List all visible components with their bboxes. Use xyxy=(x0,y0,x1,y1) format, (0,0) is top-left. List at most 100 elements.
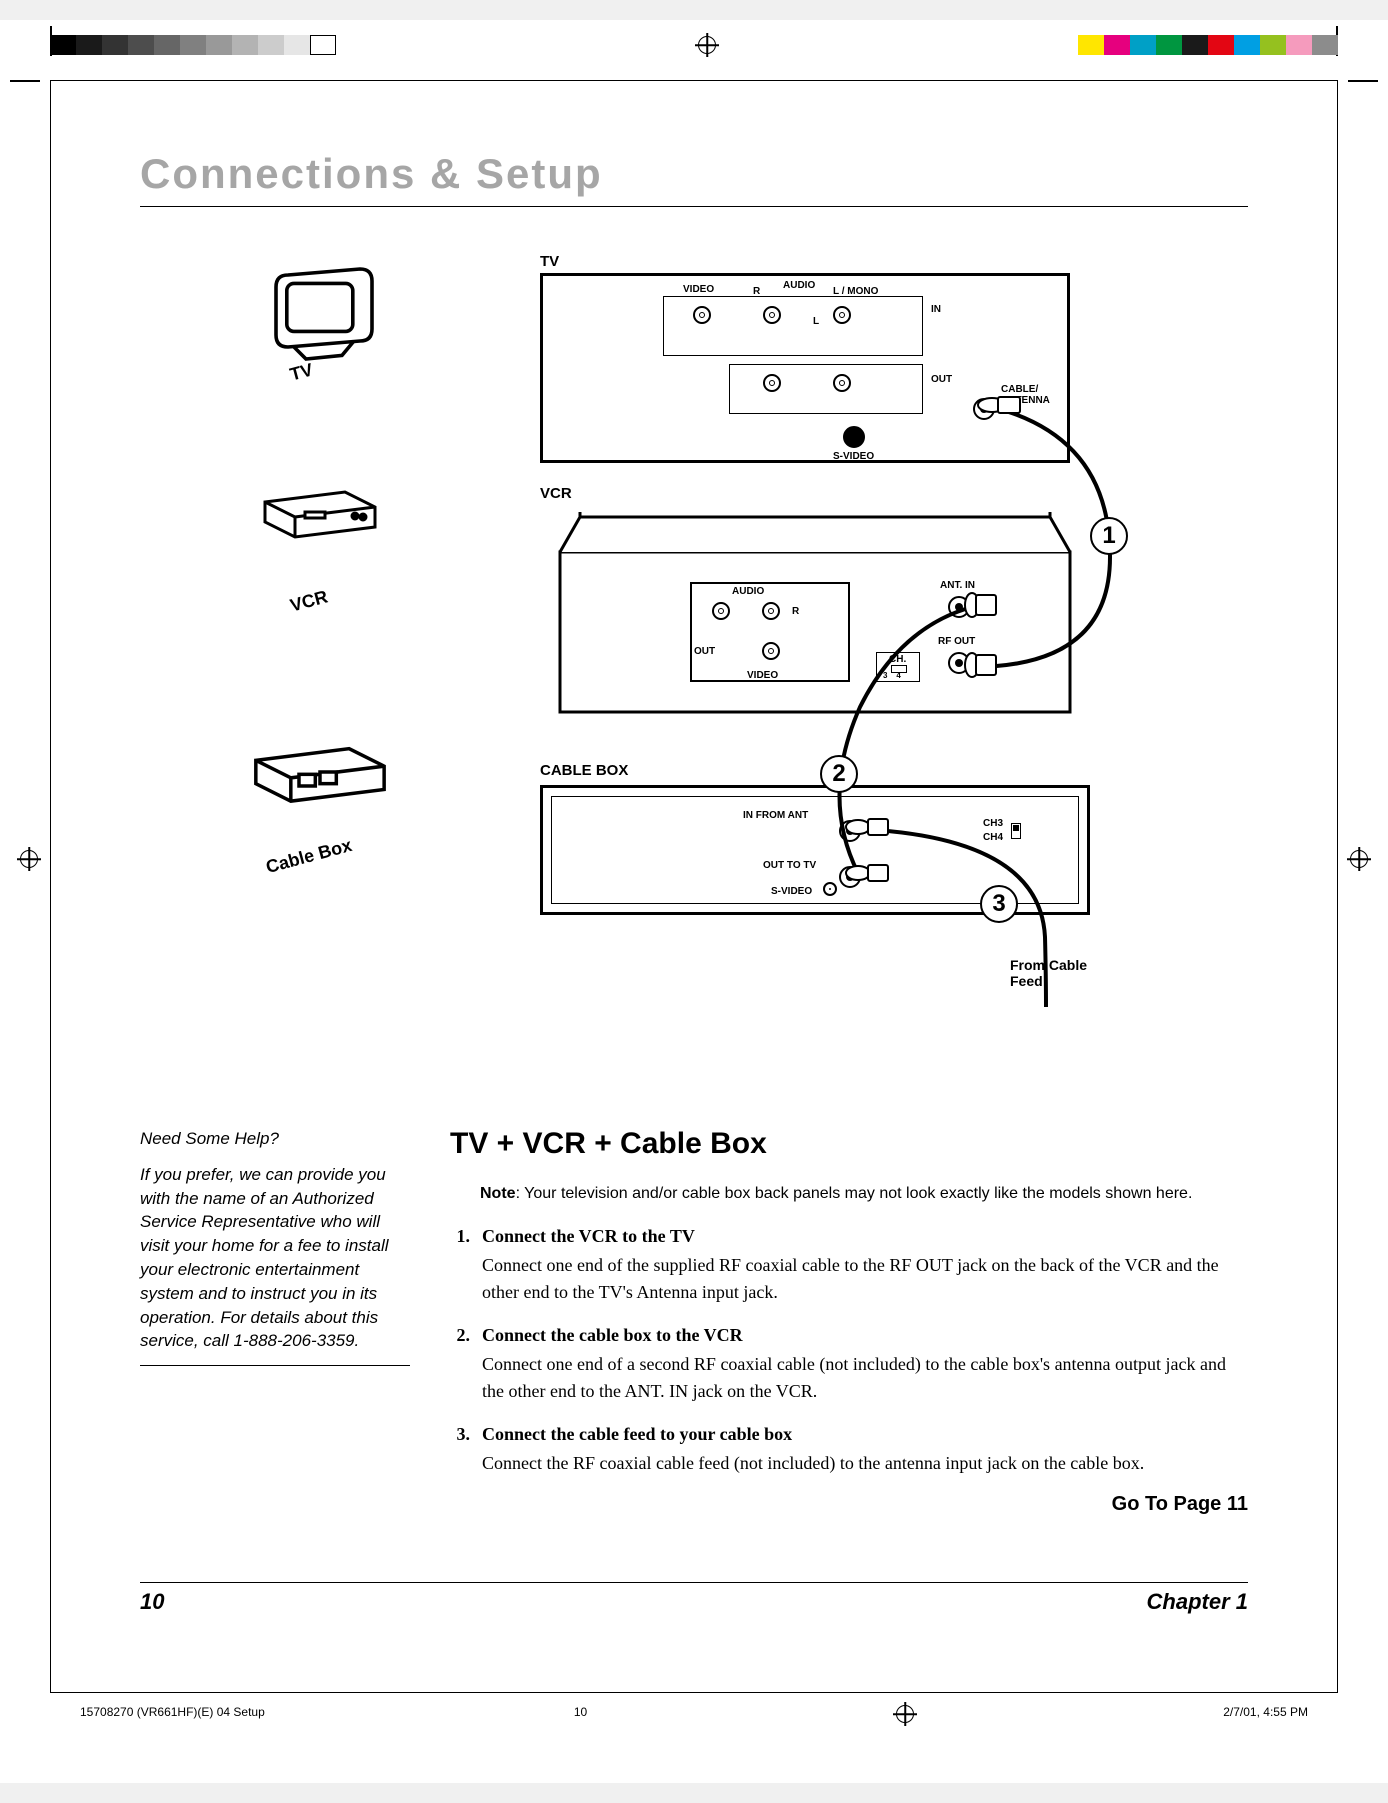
out-to-tv-jack xyxy=(839,866,861,888)
label-audio: AUDIO xyxy=(732,586,764,597)
label-out-to-tv: OUT TO TV xyxy=(763,860,816,871)
print-doc-id: 15708270 (VR661HF)(E) 04 Setup xyxy=(80,1705,265,1723)
content-area: Connections & Setup TV VCR Cable Box TV … xyxy=(140,150,1248,1613)
label-svideo: S-VIDEO xyxy=(771,886,812,897)
label-r: R xyxy=(753,286,760,297)
step-number: 1. xyxy=(450,1223,470,1306)
step: 2.Connect the cable box to the VCRConnec… xyxy=(450,1322,1248,1405)
sidebar-rule xyxy=(140,1365,410,1366)
jack-audio-l xyxy=(712,602,730,620)
ant-in-jack xyxy=(948,596,970,618)
jack-audio-r xyxy=(762,602,780,620)
label-out: OUT xyxy=(931,374,952,385)
from-cable-feed: From Cable Feed xyxy=(1010,957,1087,989)
page: Connections & Setup TV VCR Cable Box TV … xyxy=(0,20,1388,1783)
title-rule xyxy=(140,206,1248,207)
goto-link: Go To Page 11 xyxy=(450,1493,1248,1516)
vcr-back-panel: AUDIO R OUT VIDEO ANT. IN RF OUT CH. 3 4 xyxy=(540,512,1090,722)
cable-antenna-jack xyxy=(973,398,995,420)
callout-3: 3 xyxy=(980,885,1018,923)
crop-mark xyxy=(10,80,40,82)
tv-panel-title: TV xyxy=(540,253,559,270)
sidebar-body: If you prefer, we can provide you with t… xyxy=(140,1163,410,1353)
cablebox-icon-label: Cable Box xyxy=(264,835,354,878)
label-ch34: 3 4 xyxy=(883,671,901,680)
connection-diagram: TV VCR Cable Box TV VIDEO AUDIO R L / MO… xyxy=(140,237,1248,1117)
step-head: Connect the cable box to the VCR xyxy=(482,1322,1248,1349)
step-body: Connect the cable feed to your cable box… xyxy=(482,1421,1144,1477)
step: 3.Connect the cable feed to your cable b… xyxy=(450,1421,1248,1477)
tv-back-panel: VIDEO AUDIO R L / MONO L IN OUT S-VIDEO … xyxy=(540,273,1070,463)
svideo-jack xyxy=(823,882,837,896)
registration-mark-icon xyxy=(896,1705,914,1723)
label-lmono: L / MONO xyxy=(833,286,878,297)
note: Note: Your television and/or cable box b… xyxy=(480,1183,1248,1205)
registration-mark-icon xyxy=(20,850,38,868)
label-video: VIDEO xyxy=(747,670,778,681)
label-audio: AUDIO xyxy=(783,280,815,291)
label-r: R xyxy=(792,606,799,617)
vcr-icon: VCR xyxy=(260,482,380,602)
jack-video-out xyxy=(762,642,780,660)
step-number: 3. xyxy=(450,1421,470,1477)
color-swatches xyxy=(1078,35,1338,55)
help-sidebar: Need Some Help? If you prefer, we can pr… xyxy=(140,1127,410,1516)
registration-mark-icon xyxy=(698,36,716,54)
callout-1: 1 xyxy=(1090,517,1128,555)
cablebox-icon: Cable Box xyxy=(250,737,390,857)
callout-2: 2 xyxy=(820,755,858,793)
svideo-jack xyxy=(843,426,865,448)
step-body: Connect the cable box to the VCRConnect … xyxy=(482,1322,1248,1405)
note-text: : Your television and/or cable box back … xyxy=(516,1185,1193,1202)
text-columns: Need Some Help? If you prefer, we can pr… xyxy=(140,1127,1248,1516)
main-text: TV + VCR + Cable Box Note: Your televisi… xyxy=(450,1127,1248,1516)
step-number: 2. xyxy=(450,1322,470,1405)
print-footer: 15708270 (VR661HF)(E) 04 Setup 10 2/7/01… xyxy=(80,1705,1308,1723)
crop-mark xyxy=(1348,80,1378,82)
jack-audio-r-out xyxy=(763,374,781,392)
label-svideo: S-VIDEO xyxy=(833,451,874,462)
label-rf-out: RF OUT xyxy=(938,636,975,647)
vcr-icon-label: VCR xyxy=(288,586,330,616)
jack-video-in xyxy=(693,306,711,324)
tv-icon-label: TV xyxy=(288,359,316,385)
label-in-from-ant: IN FROM ANT xyxy=(743,810,808,821)
label-ch: CH. xyxy=(889,654,906,665)
jack-audio-l-in xyxy=(833,306,851,324)
sidebar-title: Need Some Help? xyxy=(140,1127,410,1151)
label-ant-in: ANT. IN xyxy=(940,580,975,591)
cable-panel-title: CABLE BOX xyxy=(540,762,628,779)
step-text: Connect one end of a second RF coaxial c… xyxy=(482,1351,1248,1405)
page-number: 10 xyxy=(140,1589,164,1615)
rf-out-jack xyxy=(948,652,970,674)
jack-audio-r-in xyxy=(763,306,781,324)
step-text: Connect the RF coaxial cable feed (not i… xyxy=(482,1450,1144,1477)
step: 1.Connect the VCR to the TVConnect one e… xyxy=(450,1223,1248,1306)
chapter-label: Chapter 1 xyxy=(1147,1589,1248,1615)
footer-rule xyxy=(140,1582,1248,1583)
grayscale-swatches xyxy=(50,35,336,55)
step-text: Connect one end of the supplied RF coaxi… xyxy=(482,1252,1248,1306)
label-ch3: CH3 xyxy=(983,818,1003,829)
step-head: Connect the cable feed to your cable box xyxy=(482,1421,1144,1448)
print-page: 10 xyxy=(574,1705,587,1723)
registration-mark-icon xyxy=(1350,850,1368,868)
note-label: Note xyxy=(480,1185,516,1202)
in-from-ant-jack xyxy=(839,820,861,842)
label-in: IN xyxy=(931,304,941,315)
tv-icon: TV xyxy=(270,257,390,377)
label-out: OUT xyxy=(694,646,715,657)
section-title: Connections & Setup xyxy=(140,150,1248,198)
step-body: Connect the VCR to the TVConnect one end… xyxy=(482,1223,1248,1306)
label-l: L xyxy=(813,316,819,327)
subtitle: TV + VCR + Cable Box xyxy=(450,1127,1248,1161)
label-video: VIDEO xyxy=(683,284,714,295)
jack-audio-l-out xyxy=(833,374,851,392)
print-datetime: 2/7/01, 4:55 PM xyxy=(1223,1705,1308,1723)
print-marks-top xyxy=(0,30,1388,60)
label-cable-antenna: CABLE/ ANTENNA xyxy=(1001,384,1050,406)
steps-list: 1.Connect the VCR to the TVConnect one e… xyxy=(450,1223,1248,1477)
vcr-panel-title: VCR xyxy=(540,485,572,502)
label-ch4: CH4 xyxy=(983,832,1003,843)
step-head: Connect the VCR to the TV xyxy=(482,1223,1248,1250)
